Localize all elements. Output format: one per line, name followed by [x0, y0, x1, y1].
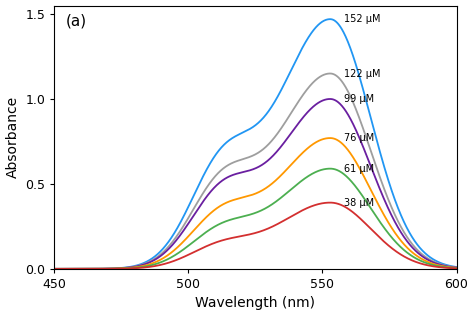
- Text: (a): (a): [66, 14, 87, 28]
- Text: 76 μM: 76 μM: [344, 133, 374, 143]
- Text: 122 μM: 122 μM: [344, 69, 380, 78]
- X-axis label: Wavelength (nm): Wavelength (nm): [195, 296, 315, 310]
- Text: 61 μM: 61 μM: [344, 164, 374, 173]
- Text: 152 μM: 152 μM: [344, 14, 380, 24]
- Text: 38 μM: 38 μM: [344, 198, 374, 208]
- Y-axis label: Absorbance: Absorbance: [6, 96, 19, 178]
- Text: 99 μM: 99 μM: [344, 94, 374, 104]
